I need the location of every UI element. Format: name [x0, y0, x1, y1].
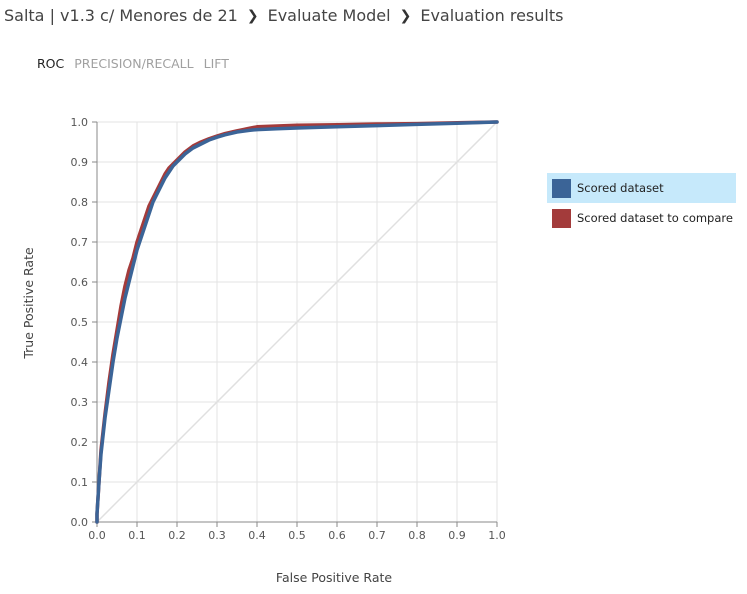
x-tick-label: 0.9 — [448, 529, 466, 542]
chart-legend: Scored dataset Scored dataset to compare — [547, 173, 736, 233]
legend-label: Scored dataset to compare — [577, 211, 733, 225]
legend-label: Scored dataset — [577, 181, 664, 195]
y-tick-label: 0.1 — [71, 476, 89, 489]
x-tick-label: 0.6 — [328, 529, 346, 542]
tab-roc[interactable]: ROC — [37, 56, 65, 71]
legend-item-scored-dataset[interactable]: Scored dataset — [547, 173, 736, 203]
breadcrumb-item-current: Evaluation results — [420, 6, 564, 25]
x-tick-label: 0.5 — [288, 529, 306, 542]
x-tick-label: 0.0 — [88, 529, 106, 542]
series-line-scored-dataset[interactable] — [95, 120, 499, 524]
reference-diagonal-line — [96, 121, 498, 523]
tab-lift[interactable]: LIFT — [203, 56, 229, 71]
chart-tabs: ROC PRECISION/RECALL LIFT — [37, 56, 229, 71]
y-tick-label: 0.2 — [71, 436, 89, 449]
x-tick-label: 0.8 — [408, 529, 426, 542]
x-tick-label: 0.1 — [128, 529, 146, 542]
chart-series — [95, 120, 499, 524]
y-tick-label: 0.6 — [71, 276, 89, 289]
breadcrumb-separator-icon: ❯ — [399, 7, 412, 24]
breadcrumb-item-experiment[interactable]: Salta | v1.3 c/ Menores de 21 — [4, 6, 238, 25]
legend-item-scored-dataset-to-compare[interactable]: Scored dataset to compare — [547, 203, 736, 233]
tab-precision-recall[interactable]: PRECISION/RECALL — [74, 56, 194, 71]
y-tick-label: 0.5 — [71, 316, 89, 329]
y-tick-label: 0.3 — [71, 396, 89, 409]
y-axis-title: True Positive Rate — [21, 247, 36, 360]
x-tick-label: 0.3 — [208, 529, 226, 542]
breadcrumb-separator-icon: ❯ — [246, 7, 259, 24]
legend-swatch — [552, 178, 571, 198]
x-tick-label: 1.0 — [488, 529, 506, 542]
x-tick-label: 0.2 — [168, 529, 186, 542]
x-tick-label: 0.4 — [248, 529, 266, 542]
breadcrumb-item-module[interactable]: Evaluate Model — [267, 6, 391, 25]
y-tick-label: 0.4 — [71, 356, 89, 369]
x-axis-title: False Positive Rate — [276, 570, 392, 585]
chart-axes: 0.0 0.1 0.2 0.3 0.4 0.5 0.6 0.7 0.8 0.9 1.0 0.0 0.1 0… — [71, 116, 506, 542]
breadcrumb: Salta | v1.3 c/ Menores de 21 ❯ Evaluate… — [4, 6, 563, 25]
x-tick-label: 0.7 — [368, 529, 386, 542]
y-tick-label: 0.0 — [71, 516, 89, 529]
y-tick-label: 1.0 — [71, 116, 89, 129]
y-tick-label: 0.8 — [71, 196, 89, 209]
y-tick-label: 0.9 — [71, 156, 89, 169]
y-tick-label: 0.7 — [71, 236, 89, 249]
legend-swatch — [552, 208, 571, 228]
